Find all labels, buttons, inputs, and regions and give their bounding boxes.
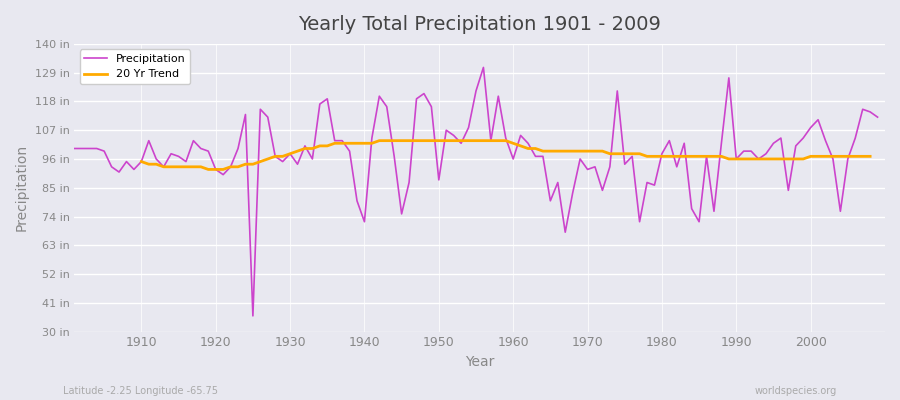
Legend: Precipitation, 20 Yr Trend: Precipitation, 20 Yr Trend <box>80 50 190 84</box>
Precipitation <box>129 167 140 172</box>
20 Yr Trend <box>314 144 325 148</box>
Precipitation <box>612 88 623 93</box>
Precipitation <box>248 314 258 318</box>
X-axis label: Year: Year <box>465 355 494 369</box>
Line: 20 Yr Trend: 20 Yr Trend <box>141 141 870 170</box>
Y-axis label: Precipitation: Precipitation <box>15 144 29 231</box>
Precipitation <box>478 65 489 70</box>
Precipitation <box>300 144 310 148</box>
Precipitation <box>344 149 355 154</box>
Text: worldspecies.org: worldspecies.org <box>755 386 837 396</box>
20 Yr Trend <box>865 154 876 159</box>
20 Yr Trend <box>202 167 213 172</box>
Precipitation <box>515 133 526 138</box>
20 Yr Trend <box>537 149 548 154</box>
Line: Precipitation: Precipitation <box>75 68 878 316</box>
Precipitation <box>69 146 80 151</box>
20 Yr Trend <box>515 144 526 148</box>
20 Yr Trend <box>136 159 147 164</box>
20 Yr Trend <box>724 156 734 161</box>
20 Yr Trend <box>374 138 384 143</box>
Precipitation <box>523 141 534 146</box>
Text: Latitude -2.25 Longitude -65.75: Latitude -2.25 Longitude -65.75 <box>63 386 218 396</box>
Title: Yearly Total Precipitation 1901 - 2009: Yearly Total Precipitation 1901 - 2009 <box>298 15 662 34</box>
20 Yr Trend <box>366 141 377 146</box>
Precipitation <box>872 115 883 120</box>
20 Yr Trend <box>337 141 347 146</box>
